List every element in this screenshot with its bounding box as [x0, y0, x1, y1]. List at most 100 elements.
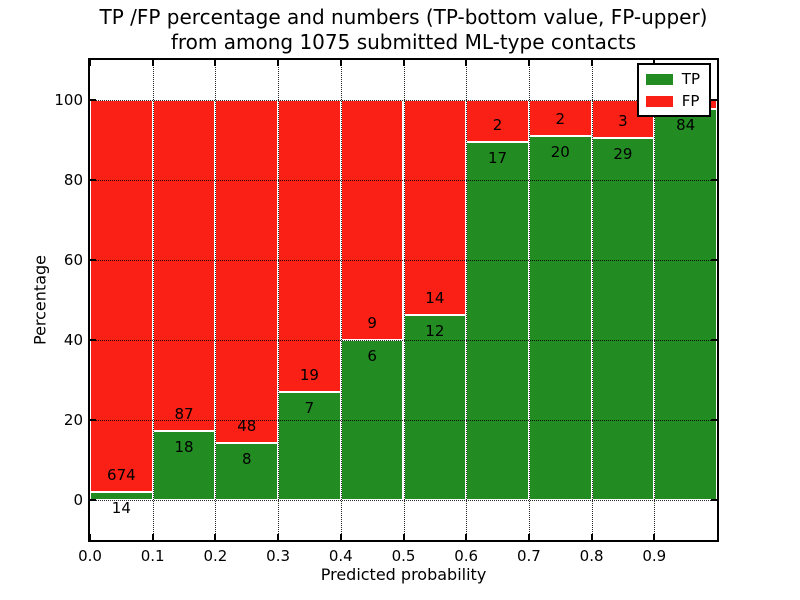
legend-item-fp: FP: [645, 92, 700, 110]
x-tick-mark: [527, 534, 530, 540]
fp-swatch-icon: [645, 95, 673, 107]
bar-count-label-fp: 87: [174, 405, 194, 424]
bar-segment-tp: [654, 109, 717, 500]
x-tick-label: 0.7: [516, 547, 541, 565]
x-tick-mark: [277, 60, 280, 66]
y-tick-mark: [711, 419, 717, 421]
bar-count-label-fp: 2: [492, 116, 503, 135]
x-tick-mark: [151, 60, 154, 66]
x-tick-label: 0.3: [266, 547, 291, 565]
bar-segment-tp: [528, 136, 592, 500]
bar-count-label-fp: 9: [367, 314, 377, 332]
x-tick-mark: [590, 60, 593, 66]
bar-segment-tp: [90, 491, 153, 500]
x-tick-mark: [214, 534, 217, 540]
x-tick-mark: [89, 534, 91, 540]
y-tick-mark: [711, 259, 717, 261]
bar-count-label-fp: 674: [107, 465, 136, 484]
x-tick-mark: [89, 60, 91, 66]
bar-segment-fp: [278, 100, 341, 393]
y-tick-label: 60: [63, 251, 83, 269]
x-tick-label: 0.9: [642, 547, 667, 565]
bar-count-label-tp: 20: [550, 143, 570, 162]
x-tick-mark: [653, 534, 656, 540]
legend: TP FP: [636, 63, 711, 117]
bar-count-label-fp: 2: [555, 110, 566, 129]
x-tick-mark: [402, 60, 405, 66]
y-tick-label: 40: [63, 331, 83, 349]
y-tick-mark: [90, 179, 96, 181]
y-tick-label: 0: [73, 491, 83, 509]
bar-count-label-fp: 19: [299, 366, 319, 385]
x-tick-label: 0.0: [78, 547, 102, 565]
x-tick-mark: [214, 60, 217, 66]
gridline-vertical: [403, 60, 405, 540]
bar-segment-fp: [152, 100, 216, 432]
y-tick-mark: [90, 419, 96, 421]
y-tick-mark: [90, 259, 96, 261]
y-tick-mark: [711, 499, 717, 501]
x-axis-label: Predicted probability: [320, 565, 487, 584]
y-tick-mark: [711, 179, 717, 181]
bar-count-label-tp: 8: [241, 449, 252, 468]
x-tick-mark: [527, 60, 530, 66]
chart-title-line2: from among 1075 submitted ML-type contac…: [170, 30, 637, 54]
x-tick-mark: [465, 60, 468, 66]
bar-count-label-tp: 29: [613, 144, 633, 163]
bar-segment-tp: [278, 392, 341, 500]
bar-count-label-fp: 14: [425, 289, 445, 308]
gridline-vertical: [152, 60, 154, 540]
x-tick-mark: [151, 534, 154, 540]
y-tick-label: 80: [63, 171, 83, 189]
bar-segment-tp: [152, 431, 216, 500]
gridline-vertical: [215, 60, 217, 540]
chart-title: TP /FP percentage and numbers (TP-bottom…: [90, 5, 717, 55]
y-tick-mark: [90, 499, 96, 501]
legend-label-fp: FP: [681, 92, 700, 110]
chart-title-line1: TP /FP percentage and numbers (TP-bottom…: [99, 5, 708, 29]
gridline-vertical: [528, 60, 530, 540]
bar-segment-fp: [403, 100, 467, 316]
x-tick-label: 0.1: [140, 547, 165, 565]
gridline-vertical: [340, 60, 342, 540]
x-tick-mark: [339, 534, 342, 540]
x-tick-label: 0.4: [328, 547, 353, 565]
y-tick-mark: [711, 339, 717, 341]
x-tick-label: 0.5: [391, 547, 416, 565]
bar-count-label-fp: 48: [237, 416, 257, 435]
y-tick-label: 20: [63, 411, 83, 429]
bar-count-label-tp: 6: [367, 347, 377, 365]
bar-count-label-tp: 84: [676, 116, 696, 135]
bar-segment-fp: [90, 100, 153, 492]
bar-count-label-tp: 17: [488, 149, 508, 168]
bar-segment-tp: [466, 142, 529, 500]
gridline-vertical: [466, 60, 468, 540]
gridline-vertical: [654, 60, 656, 540]
x-tick-mark: [465, 534, 468, 540]
y-tick-mark: [90, 99, 96, 101]
bar-count-label-tp: 18: [174, 438, 194, 457]
x-tick-mark: [590, 534, 593, 540]
x-tick-label: 0.8: [579, 547, 604, 565]
bar-segment-fp: [215, 100, 279, 443]
x-tick-mark: [402, 534, 405, 540]
bar-count-label-tp: 14: [111, 498, 131, 517]
gridline-vertical: [591, 60, 593, 540]
bar-segment-fp: [340, 100, 404, 340]
x-tick-label: 0.2: [203, 547, 228, 565]
plot-area: 674148718488197961412217220329284 TP FP: [89, 60, 717, 540]
bar-segment-tp: [403, 315, 467, 500]
gridline-vertical: [278, 60, 280, 540]
bar-count-label-tp: 12: [425, 322, 445, 341]
x-tick-mark: [339, 60, 342, 66]
x-tick-mark: [277, 534, 280, 540]
bar-count-label-tp: 7: [304, 399, 315, 418]
bar-count-label-fp: 3: [618, 111, 628, 130]
x-tick-label: 0.6: [454, 547, 479, 565]
y-tick-label: 100: [54, 91, 83, 109]
y-tick-mark: [90, 339, 96, 341]
legend-label-tp: TP: [681, 70, 700, 88]
tp-swatch-icon: [645, 73, 673, 85]
bar-segment-tp: [591, 137, 655, 500]
